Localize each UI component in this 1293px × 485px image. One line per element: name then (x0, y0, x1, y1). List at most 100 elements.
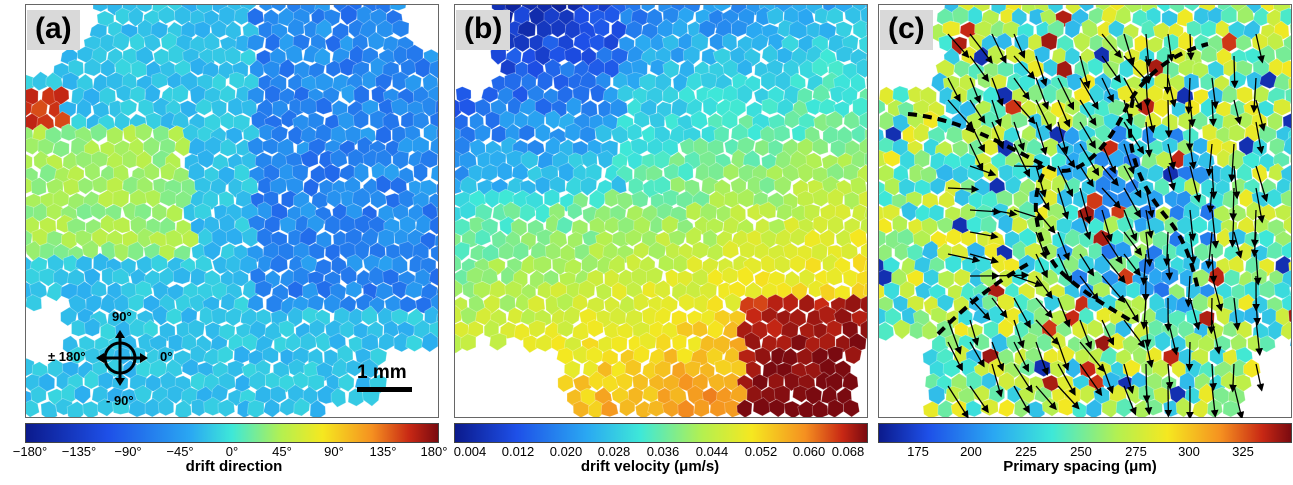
drift-arrow (1013, 33, 1026, 59)
cell (936, 216, 956, 234)
drift-arrow (1123, 121, 1145, 155)
cell (111, 267, 130, 286)
drift-arrow (1232, 165, 1241, 200)
drift-arrow (1209, 363, 1218, 391)
drift-arrow (1013, 162, 1046, 171)
cell (469, 138, 486, 158)
cell (592, 18, 610, 37)
cell (819, 282, 838, 302)
cell (586, 269, 604, 288)
cell (1183, 4, 1200, 12)
cell (997, 371, 1015, 392)
map-border (25, 4, 439, 418)
drift-arrow (1184, 77, 1193, 115)
cell (773, 125, 791, 143)
cell (345, 280, 363, 299)
drift-arrow (947, 253, 981, 264)
cell (377, 228, 395, 249)
cell (454, 253, 462, 273)
cell (862, 282, 868, 298)
cell (499, 293, 516, 313)
cell (150, 21, 169, 39)
scale-bar-label: 1 mm (357, 362, 407, 383)
drift-arrow (1057, 187, 1070, 220)
cell (227, 360, 245, 378)
cell (1228, 123, 1246, 142)
cell (550, 18, 567, 38)
cell (390, 97, 409, 117)
cell (761, 98, 780, 115)
cell (151, 305, 170, 326)
primary-spacing-map (878, 4, 1292, 418)
cell (232, 269, 249, 287)
cell (1071, 163, 1089, 183)
cell (557, 374, 574, 393)
cell (812, 188, 830, 207)
cell (84, 317, 101, 337)
drift-arrow (1013, 319, 1025, 349)
drift-arrow (1035, 121, 1048, 156)
cell (233, 163, 252, 182)
drift-arrow (1079, 363, 1103, 397)
cell (302, 178, 320, 198)
tick-label: −90° (114, 444, 142, 459)
cell (722, 239, 740, 259)
cell (66, 217, 86, 235)
drift-arrow (1167, 143, 1177, 170)
tick-label: −45° (166, 444, 194, 459)
drift-arrow (947, 319, 962, 355)
cell (60, 123, 78, 142)
colorbar-title-c: Primary spacing (μm) (1003, 458, 1157, 475)
drift-arrow (1233, 231, 1243, 259)
cell (913, 122, 930, 143)
cell (773, 175, 792, 196)
cell (945, 125, 964, 144)
drift-arrow (969, 33, 993, 64)
drift-arrow (1101, 275, 1126, 304)
drift-arrow (1253, 253, 1262, 286)
cell (632, 241, 650, 260)
drift-arrow (1255, 187, 1265, 224)
tick-label: 0.012 (501, 444, 535, 459)
cell (878, 98, 886, 115)
cell (351, 187, 371, 209)
cell (729, 98, 747, 118)
drift-arrow (1207, 297, 1216, 335)
drift-arrow (1079, 77, 1099, 110)
cell (106, 71, 125, 91)
drift-arrow (1145, 341, 1154, 368)
cell (361, 358, 379, 379)
drift-arrow (1189, 231, 1197, 265)
drift-arrow (1255, 99, 1266, 132)
cell (1086, 319, 1105, 339)
tick-label: 200 (960, 444, 982, 459)
cell (654, 360, 671, 379)
cell (60, 306, 78, 327)
cell (261, 346, 279, 364)
cell (339, 320, 356, 339)
cell (1200, 44, 1218, 63)
cell (370, 347, 388, 367)
drift-arrow (1057, 341, 1070, 372)
drift-arrow (1013, 385, 1030, 414)
cell (878, 229, 887, 249)
drift-arrow (1206, 187, 1215, 214)
cell (922, 401, 941, 418)
cell (269, 254, 289, 274)
drift-arrow (969, 341, 985, 368)
cell (434, 234, 439, 248)
cell (391, 280, 409, 300)
cell (604, 5, 621, 24)
drift-arrow (1101, 319, 1115, 346)
cell (691, 268, 710, 287)
cell (174, 136, 192, 157)
cell (587, 319, 604, 338)
cell (61, 72, 80, 91)
cell (74, 384, 91, 405)
cell (474, 124, 492, 143)
cell (782, 292, 799, 313)
cell (513, 33, 530, 53)
cell (624, 229, 643, 247)
drift-arrow (1205, 143, 1214, 177)
cell (151, 203, 168, 222)
